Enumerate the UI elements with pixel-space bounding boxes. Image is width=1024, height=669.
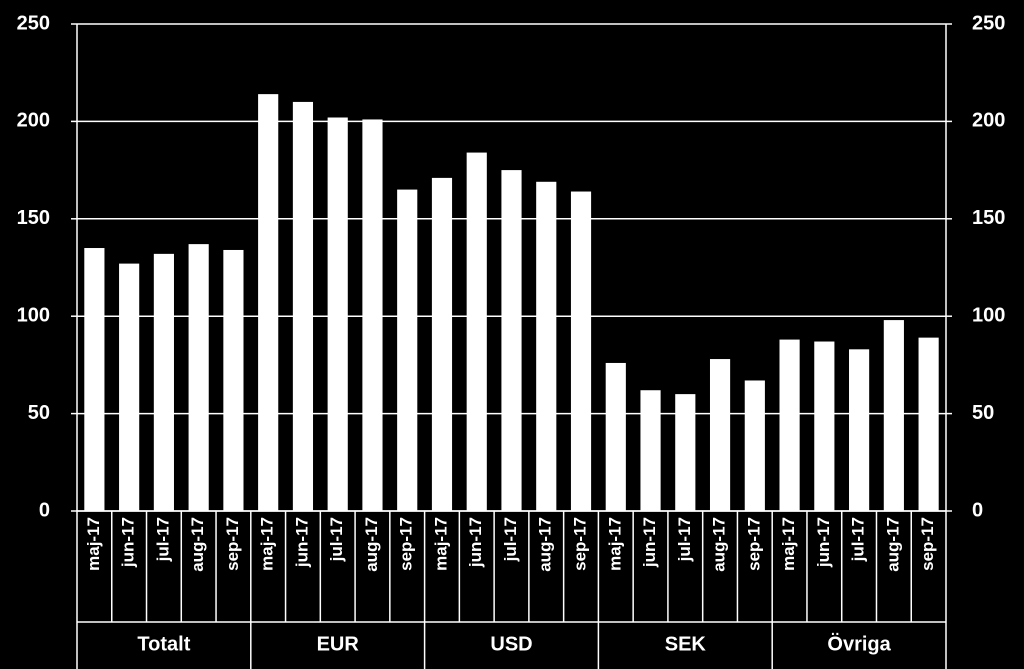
bar: [84, 248, 105, 511]
bar: [223, 249, 244, 511]
group-label: EUR: [317, 633, 360, 655]
x-tick-label: jun-17: [292, 517, 311, 568]
y-tick-label: 150: [17, 207, 50, 229]
bar: [362, 119, 383, 512]
bar: [709, 359, 731, 511]
bar: [883, 320, 904, 511]
x-tick-label: sep-17: [223, 517, 242, 571]
bar: [258, 94, 279, 512]
bar: [779, 339, 800, 511]
x-tick-label: aug-17: [362, 517, 381, 572]
bar: [536, 181, 557, 511]
bar: [292, 101, 314, 512]
x-tick-label: jul-17: [153, 517, 172, 562]
x-tick-label: maj-17: [84, 517, 103, 571]
x-tick-label: aug-17: [536, 517, 555, 572]
x-tick-label: maj-17: [431, 517, 450, 571]
x-tick-label: sep-17: [918, 517, 937, 571]
bar: [814, 341, 835, 511]
y2-tick-label: 0: [972, 499, 983, 521]
y-tick-label: 100: [17, 304, 50, 326]
x-tick-label: sep-17: [744, 517, 763, 571]
bar: [570, 191, 592, 511]
x-tick-label: sep-17: [397, 517, 416, 571]
x-tick-label: maj-17: [258, 517, 277, 571]
group-label: Totalt: [137, 633, 190, 655]
bar: [397, 189, 418, 511]
bar: [153, 253, 174, 511]
bar: [849, 349, 870, 511]
x-tick-label: maj-17: [779, 517, 798, 571]
bar: [675, 394, 696, 511]
y2-tick-label: 150: [972, 207, 1005, 229]
y2-tick-label: 250: [972, 12, 1005, 34]
x-tick-label: jul-17: [327, 517, 346, 562]
bar: [466, 152, 487, 511]
bar: [640, 390, 661, 511]
bar: [431, 177, 453, 511]
x-tick-label: jun-17: [640, 517, 659, 568]
x-tick-label: maj-17: [605, 517, 624, 571]
x-tick-label: jul-17: [501, 517, 520, 562]
x-tick-label: sep-17: [571, 517, 590, 571]
bar: [501, 170, 522, 511]
x-tick-label: jul-17: [675, 517, 694, 562]
y2-tick-label: 100: [972, 304, 1005, 326]
y2-tick-label: 50: [972, 402, 994, 424]
group-label: USD: [490, 633, 532, 655]
x-tick-label: jul-17: [849, 517, 868, 562]
bar: [605, 362, 626, 511]
x-tick-label: aug-17: [710, 517, 729, 572]
x-tick-label: aug-17: [188, 517, 207, 572]
x-tick-label: jun-17: [466, 517, 485, 568]
bar: [918, 337, 939, 511]
x-tick-label: aug-17: [883, 517, 902, 572]
x-tick-label: jun-17: [119, 517, 138, 568]
bar: [744, 380, 765, 511]
y-tick-label: 0: [39, 499, 50, 521]
x-tick-label: jun-17: [814, 517, 833, 568]
group-label: Övriga: [827, 632, 891, 655]
y-tick-label: 50: [28, 402, 50, 424]
group-label: SEK: [665, 633, 707, 655]
bar: [188, 244, 209, 511]
bar: [119, 263, 140, 511]
y2-tick-label: 200: [972, 110, 1005, 132]
bar: [327, 117, 348, 511]
y-tick-label: 250: [17, 12, 50, 34]
y-tick-label: 200: [17, 110, 50, 132]
